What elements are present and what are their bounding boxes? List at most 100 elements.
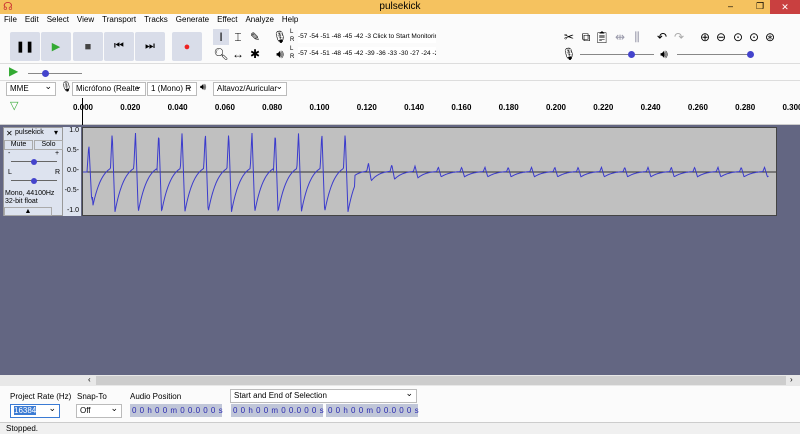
ruler-tick: 0.140 [404,103,425,112]
ruler-tick: 0.280 [735,103,756,112]
meter-label-r: R [290,37,295,43]
waveform[interactable] [82,127,777,216]
minimize-button[interactable]: – [728,1,734,11]
zoom-tool-icon[interactable]: 🔍︎ [213,47,229,61]
fit-project-icon[interactable]: ⊙ [748,30,760,44]
play-at-speed-button[interactable]: ▶ [9,64,19,78]
speaker-icon: 🔊︎ [200,82,207,93]
amplitude-tick: 1.0 [69,127,79,134]
ruler-tick: 0.060 [214,103,235,112]
zoom-toggle-icon[interactable]: ⊛ [764,30,776,44]
project-rate-value: 16384 [14,406,37,415]
close-button[interactable]: ✕ [770,0,800,14]
selection-end-field[interactable]: 0 0 h 0 0 m 0 0.0 0 0 s [326,404,420,417]
record-meter[interactable]: -57 -54 -51 -48 -45 -42 -3 Click to Star… [298,30,436,43]
device-toolbar [0,80,800,98]
copy-icon[interactable]: ⧉ [581,29,591,44]
scroll-left-icon[interactable]: ‹ [88,375,91,384]
playback-meter[interactable]: -57 -54 -51 -48 -45 -42 -39 -36 -33 -30 … [298,47,436,60]
fit-selection-icon[interactable]: ⊙ [732,30,744,44]
skip-start-button[interactable]: ⏮ [104,32,134,61]
play-button[interactable]: ▶ [41,32,71,61]
selection-mode-select[interactable]: Start and End of Selection [230,389,417,403]
output-volume-slider[interactable] [677,51,754,58]
selection-tool-icon[interactable]: I [213,29,229,45]
zoom-in-icon[interactable]: ⊕ [699,30,711,44]
window-title: pulsekick [379,1,421,12]
speaker-icon: 🔊︎ [660,46,668,61]
menu-generate[interactable]: Generate [175,15,210,24]
scrollbar-thumb[interactable] [96,376,786,385]
trim-icon[interactable]: ⇹ [614,30,626,44]
zoom-out-icon[interactable]: ⊖ [715,30,727,44]
record-button[interactable]: ● [172,32,202,61]
speed-slider[interactable] [28,70,82,77]
meter-label-l: L [290,29,294,35]
meter-label-l: L [290,46,294,52]
draw-tool-icon[interactable]: ✎ [249,30,261,44]
menu-tracks[interactable]: Tracks [144,15,168,24]
input-volume-slider[interactable] [580,51,654,58]
undo-icon[interactable]: ↶ [656,30,668,44]
track-name-menu[interactable]: pulsekick [15,129,44,136]
input-device-select[interactable]: Micrófono (Realte [72,82,146,96]
menu-transport[interactable]: Transport [102,15,137,24]
microphone-icon[interactable]: 🎙︎ [272,30,288,44]
snap-to-label: Snap-To [77,392,107,401]
channels-select[interactable]: 1 (Mono) R [147,82,197,96]
stop-button[interactable]: ■ [73,32,103,61]
ruler-tick: 0.040 [167,103,188,112]
envelope-tool-icon[interactable]: ⌶ [234,29,242,44]
timeline-play-icon[interactable]: ▽ [10,100,19,112]
pan-slider[interactable] [11,178,57,184]
microphone-icon: 🎙︎ [60,82,73,93]
silence-icon[interactable]: ⫼ [634,29,640,44]
host-select[interactable]: MME [6,82,56,96]
scroll-right-icon[interactable]: › [790,375,793,384]
menu-analyze[interactable]: Analyze [245,15,274,24]
cut-icon[interactable]: ✂ [563,30,575,44]
solo-button[interactable]: Solo [34,140,63,150]
collapse-track-button[interactable]: ▲ [4,207,52,216]
microphone-icon: 🎙︎ [561,47,577,61]
gain-slider[interactable] [11,159,57,165]
ruler-tick: 0.120 [356,103,377,112]
track-menu-arrow-icon[interactable]: ▾ [54,128,59,137]
empty-track-area[interactable] [0,219,800,375]
amplitude-tick: 0.5- [66,147,79,154]
timeshift-tool-icon[interactable]: ↔ [232,47,244,61]
project-rate-select[interactable]: 16384 [10,404,60,418]
waveform-path [83,132,769,212]
track-close-button[interactable]: ✕ [6,129,13,138]
redo-icon[interactable]: ↷ [673,30,685,44]
pause-button[interactable]: ❚❚ [10,32,40,61]
timeline-ruler[interactable]: 0.000 0.020 0.040 0.060 0.080 0.100 0.120 0.140… [0,98,800,125]
menu-view[interactable]: View [76,15,95,24]
output-device-select[interactable]: Altavoz/Auricular [213,82,287,96]
audio-position-label: Audio Position [130,392,182,401]
menu-file[interactable]: File [4,15,17,24]
speaker-icon[interactable]: 🔊︎ [276,46,284,61]
menu-effect[interactable]: Effect [217,15,238,24]
ruler-tick: 0.300 [782,103,800,112]
selection-start-field[interactable]: 0 0 h 0 0 m 0 0.0 0 0 s [231,404,325,417]
pan-left-label: L [8,169,12,176]
audio-position-field[interactable]: 0 0 h 0 0 m 0 0.0 0 0 s [130,404,224,417]
mute-button[interactable]: Mute [4,140,33,150]
ruler-tick: 0.020 [120,103,141,112]
snap-to-select[interactable]: Off [76,404,122,418]
multi-tool-icon[interactable]: ✱ [249,47,261,61]
playhead[interactable] [82,98,83,125]
horizontal-scrollbar[interactable]: ‹ › [0,375,800,386]
gain-plus: + [55,150,60,157]
menu-edit[interactable]: Edit [24,15,39,24]
paste-icon[interactable]: 📋︎ [594,30,610,44]
status-text: Stopped. [6,424,39,433]
maximize-button[interactable]: ❐ [756,1,765,11]
skip-end-button[interactable]: ⏭ [135,32,165,61]
title-bar: ☊ pulsekick – ❐ ✕ [0,0,800,14]
gain-minus: - [8,150,11,157]
menu-help[interactable]: Help [281,15,299,24]
menu-select[interactable]: Select [46,15,69,24]
ruler-tick: 0.100 [309,103,330,112]
